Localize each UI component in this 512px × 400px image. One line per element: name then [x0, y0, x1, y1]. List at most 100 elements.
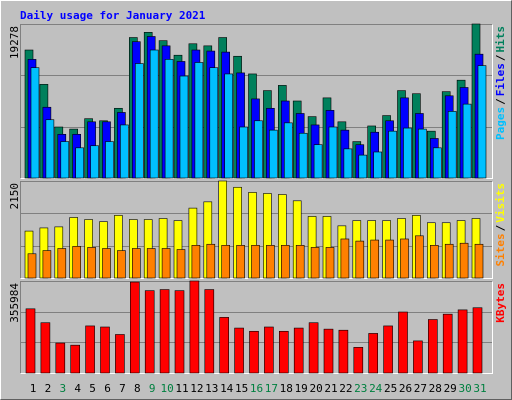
bevel [20, 24, 493, 179]
bar [146, 248, 156, 279]
bar [135, 63, 144, 179]
x-tick-label: 18 [280, 382, 293, 395]
y-tick-label: 2150 [8, 183, 21, 210]
bar [70, 344, 80, 374]
bar [251, 245, 260, 279]
bar [176, 249, 186, 279]
bar [388, 130, 397, 179]
bar [323, 328, 334, 374]
x-tick-label: 7 [119, 382, 126, 395]
bar [429, 245, 439, 279]
bar [149, 49, 159, 179]
bar [40, 322, 51, 374]
x-tick-label: 3 [59, 382, 66, 395]
bar [60, 141, 70, 179]
bar [427, 319, 438, 374]
x-tick-label: 25 [384, 382, 397, 395]
bar [447, 111, 457, 179]
y-tick-label: 19278 [8, 26, 21, 59]
bar [45, 119, 55, 179]
bar [115, 334, 125, 374]
x-tick-label: 28 [429, 382, 442, 395]
legend-separator: / [494, 98, 507, 105]
bevel [20, 24, 493, 179]
x-tick-label: 29 [444, 382, 457, 395]
bar [57, 248, 67, 279]
bar [164, 59, 174, 179]
bar [254, 120, 263, 179]
bar [295, 245, 305, 279]
bar [432, 147, 442, 179]
bar [474, 243, 484, 279]
bevel [20, 181, 493, 279]
bar [343, 148, 353, 179]
x-tick-label: 15 [235, 382, 248, 395]
bar [340, 238, 350, 279]
x-tick-label: 2 [45, 382, 52, 395]
bar [100, 326, 110, 374]
bar [400, 238, 409, 279]
x-tick-label: 24 [369, 382, 383, 395]
bar [87, 247, 96, 279]
x-tick-label: 31 [473, 382, 486, 395]
bar [85, 325, 95, 374]
x-tick-label: 12 [190, 382, 203, 395]
bevel [20, 281, 493, 374]
x-tick-label: 11 [175, 382, 188, 395]
legend-entry: KBytes [494, 283, 507, 323]
bar [120, 124, 129, 179]
bar [472, 307, 483, 374]
bar [298, 132, 308, 179]
bar [293, 327, 304, 374]
bar [264, 326, 274, 374]
bar [442, 313, 453, 374]
bar [159, 289, 170, 374]
bar [477, 65, 487, 179]
x-tick-label: 22 [339, 382, 352, 395]
bar [25, 308, 36, 374]
bar [266, 245, 275, 279]
bar [234, 327, 244, 374]
bar [325, 247, 335, 279]
bar [224, 73, 233, 179]
bar [132, 248, 141, 279]
x-tick-label: 1 [30, 382, 37, 395]
legend-separator: / [494, 54, 507, 61]
legend: Sites /Visits [494, 183, 507, 267]
legend: Pages/Files/Hits [494, 26, 507, 140]
bar [236, 245, 245, 279]
bar [383, 325, 393, 374]
bevel [20, 281, 493, 374]
bar [219, 317, 229, 374]
x-tick-label: 21 [324, 382, 337, 395]
bar [418, 128, 427, 179]
x-tick-label: 14 [220, 382, 234, 395]
bar [385, 239, 394, 279]
legend-entry: Pages [494, 107, 507, 140]
bar [55, 342, 66, 374]
bar [368, 333, 379, 374]
bar [102, 248, 111, 279]
legend-entry: Visits [494, 183, 507, 223]
bar [269, 129, 278, 179]
bevel [20, 181, 493, 279]
bar [283, 122, 293, 179]
bar [191, 245, 201, 279]
bar [444, 243, 454, 279]
x-tick-label: 13 [205, 382, 218, 395]
bar [105, 141, 114, 179]
bar [221, 245, 230, 279]
x-tick-label: 6 [104, 382, 111, 395]
bar [174, 290, 185, 374]
bar [373, 151, 383, 179]
bar [90, 145, 99, 179]
x-tick-label: 20 [309, 382, 322, 395]
bar [75, 147, 84, 179]
x-tick-label: 16 [250, 382, 263, 395]
x-tick-label: 4 [74, 382, 81, 395]
bar [130, 281, 140, 374]
bar [42, 250, 52, 279]
bar [189, 280, 200, 374]
